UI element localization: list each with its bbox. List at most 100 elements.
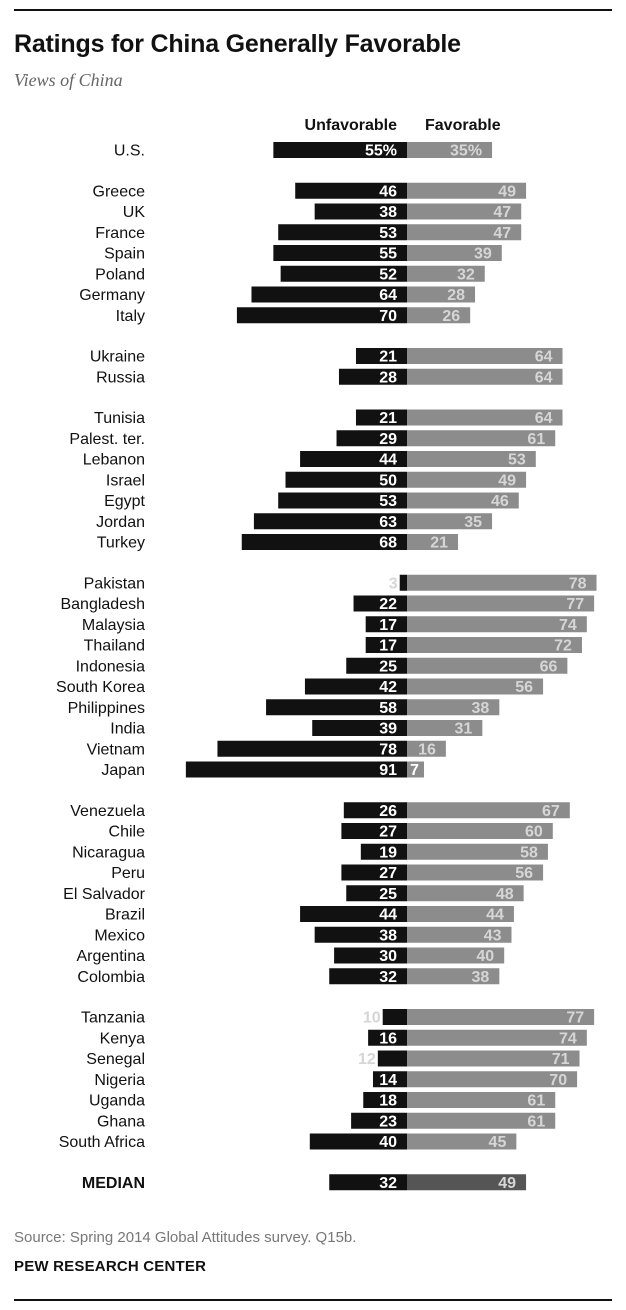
unfavorable-value-peru: 27 [379,865,397,882]
favorable-value-u-s: 35% [450,143,482,160]
favorable-value-israel: 49 [498,472,516,489]
favorable-value-vietnam: 16 [418,741,436,758]
favorable-value-russia: 64 [535,369,553,386]
category-label-brazil: Brazil [105,907,145,924]
unfavorable-bar-chile [341,823,407,839]
favorable-value-palest-ter: 61 [527,431,545,448]
chart-title: Ratings for China Generally Favorable [14,30,461,58]
category-label-el-salvador: El Salvador [63,886,145,903]
source-note: Source: Spring 2014 Global Attitudes sur… [14,1229,357,1246]
category-label-tunisia: Tunisia [94,410,145,427]
unfavorable-value-jordan: 63 [379,514,397,531]
favorable-value-brazil: 44 [486,907,504,924]
favorable-value-el-salvador: 48 [496,886,514,903]
category-label-kenya: Kenya [100,1030,145,1047]
unfavorable-value-nigeria: 14 [379,1072,397,1089]
favorable-value-senegal: 71 [552,1051,570,1068]
unfavorable-value-nicaragua: 19 [379,844,397,861]
favorable-value-colombia: 38 [472,969,490,986]
unfavorable-value-france: 53 [379,225,397,242]
unfavorable-bar-russia [338,368,407,385]
favorable-bar-jordan [407,513,493,530]
category-label-bangladesh: Bangladesh [60,596,145,613]
favorable-bar-nicaragua [407,843,548,860]
unfavorable-value-venezuela: 26 [379,803,397,820]
unfavorable-value-malaysia: 17 [379,617,397,634]
favorable-value-thailand: 72 [554,638,572,655]
category-label-nigeria: Nigeria [94,1072,145,1089]
unfavorable-bar-tunisia [355,409,407,426]
favorable-bar-peru [407,864,544,881]
favorable-bar-kenya [407,1029,587,1046]
category-label-indonesia: Indonesia [76,658,145,675]
category-label-spain: Spain [104,246,145,263]
favorable-bar-ghana [407,1112,556,1129]
favorable-value-japan: 7 [410,762,419,779]
unfavorable-bar-nigeria [372,1071,407,1088]
category-label-philippines: Philippines [68,700,145,717]
category-label-france: France [95,225,145,242]
favorable-bar-brazil [407,906,514,922]
favorable-value-turkey: 21 [430,535,448,552]
unfavorable-value-russia: 28 [379,369,397,386]
unfavorable-value-colombia: 32 [379,969,397,986]
category-label-india: India [110,721,145,738]
unfavorable-bar-colombia [329,968,407,985]
unfavorable-value-senegal: 12 [358,1051,376,1068]
unfavorable-value-japan: 91 [379,762,397,779]
category-label-vietnam: Vietnam [87,741,145,758]
favorable-bar-el-salvador [407,885,524,902]
unfavorable-bar-greece [295,182,407,199]
favorable-bar-germany [407,286,476,303]
unfavorable-bar-median [329,1174,407,1191]
favorable-bar-chile [407,823,553,839]
unfavorable-value-uganda: 18 [379,1093,397,1110]
favorable-bar-south-korea [407,678,544,695]
category-label-tanzania: Tanzania [81,1010,145,1027]
favorable-bar-spain [407,245,502,261]
favorable-value-ukraine: 64 [535,349,553,366]
favorable-value-pakistan: 78 [569,575,587,592]
unfavorable-bar-kenya [368,1029,407,1046]
favorable-bar-tanzania [407,1009,595,1025]
favorable-value-indonesia: 66 [540,658,558,675]
unfavorable-bar-indonesia [346,657,407,674]
favorable-value-uganda: 61 [527,1093,545,1110]
unfavorable-bar-japan [185,761,407,778]
category-label-chile: Chile [109,824,146,841]
unfavorable-value-italy: 70 [379,308,397,325]
unfavorable-value-philippines: 58 [379,700,397,717]
unfavorable-bar-ukraine [355,348,407,364]
favorable-bar-philippines [407,699,500,716]
unfavorable-value-tunisia: 21 [379,410,397,427]
unfavorable-bar-pakistan [399,574,407,591]
favorable-bar-thailand [407,637,582,653]
favorable-value-france: 47 [493,225,511,242]
favorable-bar-mexico [407,926,512,943]
favorable-value-venezuela: 67 [542,803,560,820]
unfavorable-bar-south-korea [304,678,407,695]
favorable-bar-senegal [407,1050,580,1067]
favorable-bar-u-s [407,142,493,158]
unfavorable-bar-turkey [241,534,407,550]
unfavorable-bar-india [312,720,407,736]
category-label-thailand: Thailand [84,638,145,655]
unfavorable-value-pakistan: 3 [389,575,398,592]
unfavorable-value-israel: 50 [379,472,397,489]
unfavorable-bar-thailand [365,637,407,653]
unfavorable-bar-italy [236,307,407,324]
favorable-value-greece: 49 [498,183,516,200]
category-label-venezuela: Venezuela [70,803,145,820]
favorable-bar-uk [407,203,522,220]
favorable-bar-italy [407,307,471,324]
favorable-value-kenya: 74 [559,1030,577,1047]
unfavorable-bar-el-salvador [346,885,407,902]
favorable-value-tunisia: 64 [535,410,553,427]
unfavorable-value-egypt: 53 [379,493,397,510]
unfavorable-value-chile: 27 [379,824,397,841]
category-label-italy: Italy [116,308,145,325]
favorable-value-mexico: 43 [484,927,502,944]
category-label-pakistan: Pakistan [84,575,145,592]
unfavorable-value-vietnam: 78 [379,741,397,758]
favorable-value-ghana: 61 [527,1113,545,1130]
